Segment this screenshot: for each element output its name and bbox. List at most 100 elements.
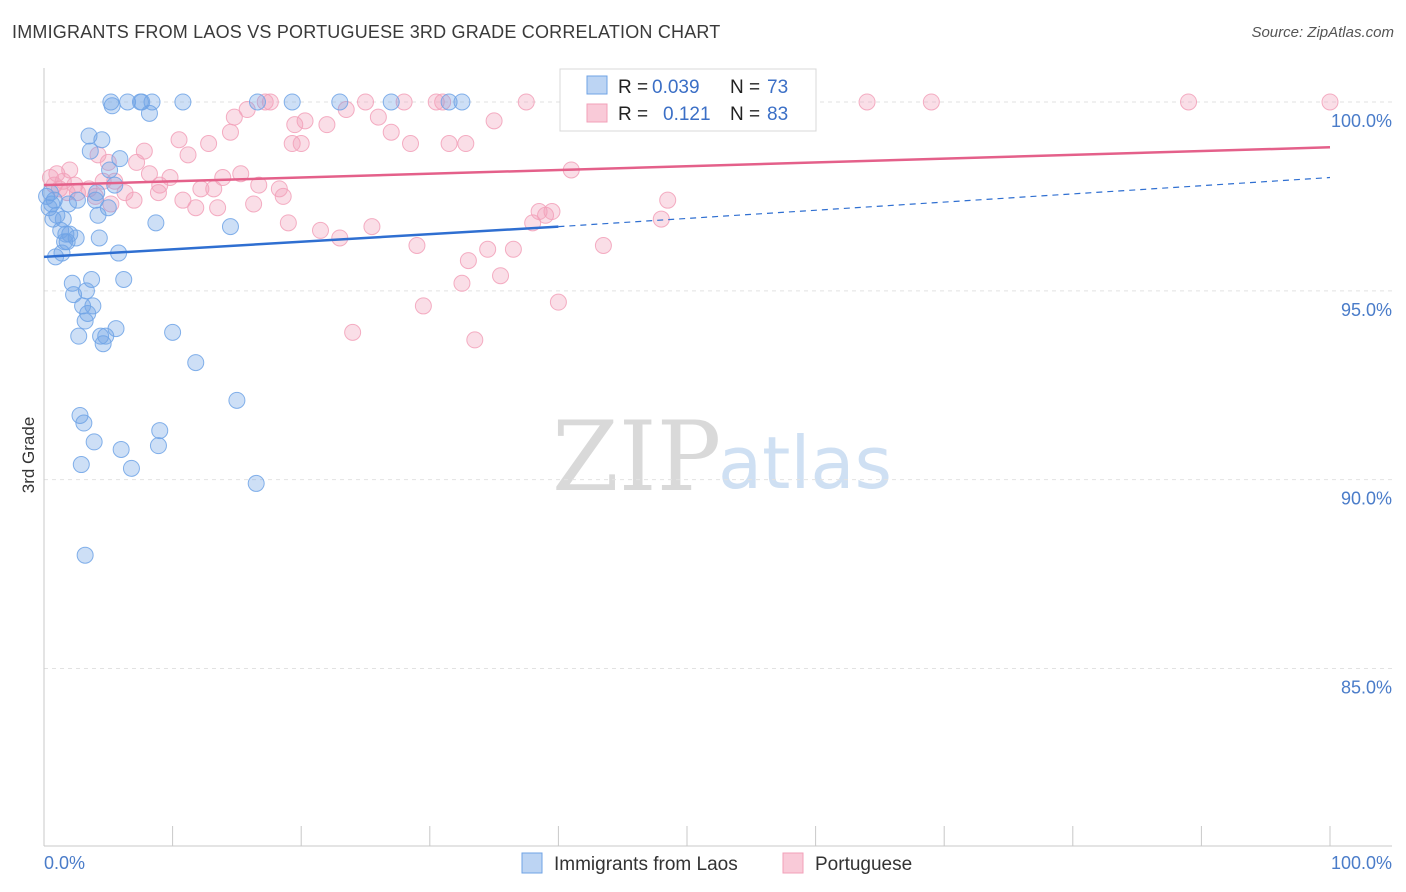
portuguese-point	[279, 214, 297, 232]
laos-point	[93, 131, 111, 149]
portuguese-point	[453, 274, 471, 292]
laos-point	[45, 191, 63, 209]
portuguese-point	[125, 191, 143, 209]
laos-point	[106, 176, 124, 194]
laos-trend-line	[43, 225, 559, 259]
portuguese-point	[382, 123, 400, 141]
y-axis-label: 3rd Grade	[19, 417, 38, 494]
laos-point	[90, 229, 108, 247]
laos-point	[440, 93, 458, 111]
portuguese-point	[187, 199, 205, 217]
portuguese-point	[344, 323, 362, 341]
portuguese-point	[292, 135, 310, 153]
portuguese-point	[61, 161, 79, 179]
portuguese-point	[161, 169, 179, 187]
portuguese-point	[659, 191, 677, 209]
portuguese-point	[174, 191, 192, 209]
laos-point	[164, 323, 182, 341]
portuguese-point	[434, 93, 452, 111]
bottom-legend-portuguese-swatch	[782, 852, 804, 874]
laos-point	[221, 218, 239, 236]
portuguese-r-value: 0.121	[663, 104, 711, 125]
portuguese-r-label: R =	[618, 104, 648, 125]
portuguese-point	[214, 169, 232, 187]
portuguese-point	[517, 93, 535, 111]
portuguese-point	[395, 93, 413, 111]
portuguese-point	[492, 267, 510, 285]
portuguese-point	[922, 93, 940, 111]
x-tick-label-max: 100.0%	[1331, 853, 1392, 873]
portuguese-point	[170, 131, 188, 149]
laos-point	[111, 150, 129, 168]
laos-point	[56, 233, 74, 251]
portuguese-point	[440, 135, 458, 153]
portuguese-point	[357, 93, 374, 111]
portuguese-point	[200, 135, 218, 153]
laos-point	[174, 93, 192, 111]
laos-point	[75, 414, 93, 432]
portuguese-point	[408, 237, 426, 255]
laos-point	[247, 474, 265, 492]
laos-swatch	[586, 75, 608, 95]
watermark-atlas: atlas	[718, 421, 892, 505]
portuguese-point	[1180, 93, 1198, 111]
portuguese-n-label: N =	[730, 104, 760, 125]
laos-point	[331, 93, 349, 111]
laos-point	[83, 270, 101, 288]
laos-point	[143, 93, 161, 111]
laos-point	[122, 459, 140, 477]
gridlines	[44, 101, 1392, 669]
portuguese-point	[311, 221, 329, 239]
y-tick-label: 90.0%	[1341, 489, 1392, 509]
portuguese-point	[543, 203, 561, 221]
y-tick-label: 85.0%	[1341, 677, 1392, 697]
laos-point	[115, 270, 133, 288]
portuguese-point	[466, 331, 484, 349]
portuguese-point	[225, 108, 243, 126]
x-tick-marks	[172, 826, 1331, 846]
laos-point	[65, 286, 83, 304]
y-tick-label: 95.0%	[1341, 300, 1392, 320]
portuguese-point	[283, 135, 301, 153]
laos-point	[119, 93, 137, 111]
laos-point	[54, 210, 72, 228]
portuguese-point	[858, 93, 876, 111]
portuguese-point	[594, 237, 612, 255]
laos-point	[99, 199, 117, 217]
laos-n-label: N =	[730, 77, 760, 98]
portuguese-point	[245, 195, 263, 213]
portuguese-point	[261, 93, 279, 111]
y-tick-labels: 85.0% 90.0% 95.0% 100.0%	[1331, 111, 1392, 698]
y-tick-label: 100.0%	[1331, 111, 1392, 131]
portuguese-point	[106, 172, 124, 190]
portuguese-point	[318, 116, 336, 134]
portuguese-point	[296, 112, 314, 130]
portuguese-points	[41, 93, 1339, 349]
portuguese-point	[209, 199, 227, 217]
laos-point	[84, 297, 102, 315]
bottom-legend-laos-label: Immigrants from Laos	[554, 854, 738, 875]
portuguese-point	[414, 297, 432, 315]
portuguese-point	[363, 218, 381, 236]
laos-point	[59, 195, 77, 213]
laos-point	[187, 354, 205, 372]
laos-point	[68, 191, 86, 209]
laos-point	[140, 104, 158, 122]
laos-point	[101, 161, 119, 179]
laos-point	[382, 93, 400, 111]
laos-point	[149, 437, 167, 455]
bottom-legend-laos-swatch	[521, 852, 543, 874]
laos-point	[147, 214, 165, 232]
laos-point	[88, 184, 106, 202]
portuguese-point	[549, 293, 567, 311]
portuguese-point	[427, 93, 445, 111]
portuguese-point	[504, 240, 522, 258]
laos-points	[38, 93, 471, 564]
laos-point	[283, 93, 301, 111]
portuguese-point	[135, 142, 153, 160]
laos-r-value: 0.039	[652, 77, 700, 98]
laos-point	[248, 93, 266, 111]
portuguese-point	[479, 240, 497, 258]
portuguese-point	[485, 112, 503, 130]
